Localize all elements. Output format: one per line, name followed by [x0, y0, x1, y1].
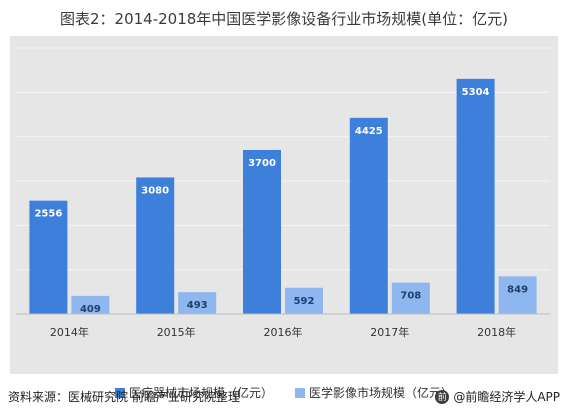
bar-value-label: 708 [400, 291, 421, 302]
legend-label-devices: 医疗器械市场规模（亿元） [128, 386, 273, 400]
bar-devices [29, 200, 68, 314]
bar-imaging [391, 282, 430, 314]
x-tick-label: 2016年 [264, 325, 303, 339]
brand-text: @前瞻经济学人APP [453, 390, 560, 404]
legend-item-devices: 医疗器械市场规模（亿元） [114, 384, 273, 401]
bar-value-label: 592 [294, 296, 315, 307]
bar-imaging [498, 276, 537, 314]
legend-item-imaging: 医学影像市场规模（亿元） [295, 384, 453, 401]
brand-logo-icon: 前 [435, 389, 450, 404]
bar-devices [456, 78, 495, 314]
x-tick-label: 2015年 [157, 325, 196, 339]
bar-devices [349, 117, 388, 314]
x-tick-label: 2014年 [50, 325, 89, 339]
bar-value-label: 5304 [462, 87, 490, 98]
bar-imaging [178, 292, 217, 314]
bar-value-label: 849 [507, 284, 528, 295]
bar-imaging [71, 295, 110, 314]
bar-devices [136, 177, 175, 314]
bar-value-label: 409 [80, 304, 101, 315]
x-tick-label: 2017年 [370, 325, 409, 339]
bar-value-label: 3080 [141, 185, 169, 196]
brand-credit: 前 @前瞻经济学人APP [435, 388, 560, 405]
chart-panel: 2556 409 2014年 3080 493 2015年 3700 592 2016年 4425… [10, 36, 558, 400]
bar-chart: 2556 409 2014年 3080 493 2015年 3700 592 2016年 4425… [16, 47, 550, 339]
bar-devices [243, 149, 281, 314]
legend-swatch-imaging [295, 387, 305, 398]
bar-imaging [285, 287, 323, 314]
bar-value-label: 4425 [355, 126, 383, 137]
bar-value-label: 3700 [248, 158, 276, 169]
bar-value-label: 2556 [34, 209, 62, 220]
legend-label-imaging: 医学影像市场规模（亿元） [309, 386, 454, 400]
chart-title: 图表2：2014-2018年中国医学影像设备行业市场规模(单位：亿元) [59, 10, 508, 28]
bar-value-label: 493 [187, 300, 208, 311]
source-note: 资料来源：医械研究院 前瞻产业研究院整理 [8, 390, 240, 404]
legend-swatch-devices [114, 387, 125, 398]
x-tick-label: 2018年 [477, 325, 516, 339]
chart-legend: 医疗器械市场规模（亿元） 医学影像市场规模（亿元） [10, 384, 558, 401]
